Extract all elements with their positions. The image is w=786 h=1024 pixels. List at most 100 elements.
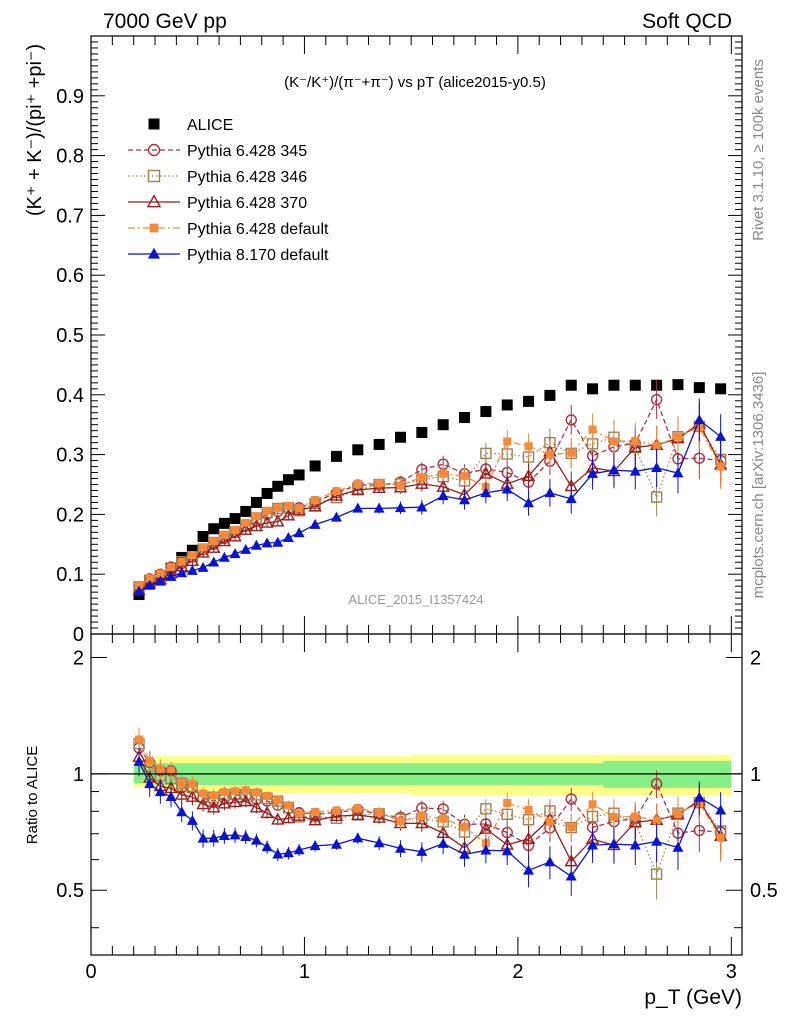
- data-point: [250, 496, 262, 508]
- legend-entry-0: ALICE: [148, 117, 233, 134]
- ratio-point: [587, 839, 599, 850]
- data-point: [271, 514, 285, 527]
- ratio-point: [565, 793, 577, 805]
- data-point: [672, 467, 684, 478]
- legend-label: Pythia 6.428 345: [187, 143, 307, 160]
- ratio-point: [609, 812, 618, 821]
- series-line: [138, 422, 722, 591]
- legend-label: Pythia 8.170 default: [187, 247, 329, 264]
- legend-marker: [147, 143, 161, 157]
- ratio-point: [715, 804, 727, 815]
- data-point: [231, 525, 240, 534]
- data-point: [394, 431, 406, 443]
- ratio-point: [218, 829, 230, 840]
- data-point: [218, 517, 230, 529]
- ratio-point: [373, 837, 385, 848]
- data-point: [351, 482, 365, 495]
- ratio-point: [460, 822, 469, 831]
- ratio-point: [135, 735, 144, 744]
- ratio-point: [544, 856, 556, 867]
- data-point: [217, 534, 232, 547]
- ratio-point: [693, 791, 705, 802]
- legend-label: ALICE: [187, 117, 233, 134]
- ratio-point: [167, 766, 176, 775]
- data-point: [209, 537, 218, 546]
- data-point: [375, 479, 384, 488]
- ratio-point: [133, 755, 145, 766]
- legend-marker: [147, 247, 161, 259]
- data-point: [282, 531, 294, 542]
- data-point: [437, 490, 449, 501]
- ratio-series-line: [138, 747, 721, 847]
- ratio-point: [186, 814, 198, 825]
- ratio-point: [273, 796, 282, 805]
- data-point: [133, 585, 145, 596]
- ratio-point: [220, 788, 229, 797]
- data-point: [480, 447, 492, 460]
- data-point: [176, 551, 188, 563]
- data-point: [716, 462, 725, 471]
- ratio-point: [332, 806, 341, 815]
- data-point: [165, 570, 177, 581]
- ratio-point: [353, 804, 362, 813]
- ratio-point: [177, 779, 186, 788]
- data-point: [545, 450, 554, 459]
- series-0: [133, 379, 727, 601]
- data-point: [565, 379, 577, 391]
- data-point: [417, 473, 426, 482]
- ratio-point: [229, 829, 241, 840]
- data-point: [241, 518, 250, 527]
- data-point: [293, 469, 305, 481]
- data-point: [629, 379, 641, 391]
- legend-entry-3: Pythia 6.428 370: [128, 194, 307, 212]
- data-point: [218, 551, 230, 562]
- ratio-point: [231, 787, 240, 796]
- ratio-point: [228, 795, 242, 808]
- data-point: [177, 557, 186, 566]
- data-point: [693, 452, 706, 464]
- ratio-point: [415, 816, 429, 829]
- ratio-point: [208, 832, 220, 843]
- ratio-point: [480, 803, 492, 815]
- y-tick-label: 0.4: [56, 385, 84, 407]
- data-point: [439, 469, 448, 478]
- ratio-point: [521, 831, 536, 844]
- y-tick-label: 0.8: [56, 146, 84, 168]
- ratio-point: [372, 810, 386, 823]
- ratio-point: [523, 864, 535, 875]
- legend-marker: [148, 118, 160, 130]
- legend-marker: [149, 223, 159, 233]
- x-axis-label: p_T (GeV): [644, 986, 742, 1009]
- data-point: [284, 502, 293, 511]
- data-point: [273, 503, 282, 512]
- legend-entry-2: Pythia 6.428 346: [128, 169, 307, 186]
- x-tick-label: 3: [726, 961, 737, 983]
- data-point: [608, 464, 620, 475]
- ratio-panel: [132, 727, 728, 900]
- ratio-point: [207, 800, 221, 813]
- ratio-point: [417, 812, 426, 821]
- ratio-point: [250, 834, 262, 845]
- data-point: [651, 462, 663, 473]
- data-point: [156, 569, 165, 578]
- data-point: [373, 502, 385, 513]
- series-3: [132, 402, 728, 596]
- ratio-y-tick-label-right: 0.5: [750, 880, 778, 902]
- ratio-point: [175, 787, 189, 800]
- mcplots-label: mcplots.cern.ch [arXiv:1306.3436]: [750, 372, 767, 599]
- x-tick-label: 1: [299, 961, 310, 983]
- ratio-point: [651, 835, 663, 846]
- ratio-point: [545, 817, 554, 826]
- ratio-point: [351, 807, 365, 820]
- ratio-point: [459, 848, 471, 859]
- ratio-point: [144, 778, 156, 789]
- data-point: [415, 476, 429, 489]
- ratio-point: [352, 832, 364, 843]
- data-point: [608, 379, 620, 391]
- data-point: [416, 501, 428, 512]
- series-line: [138, 426, 722, 587]
- ratio-point: [185, 789, 200, 802]
- ratio-point: [672, 841, 684, 852]
- ratio-point: [188, 779, 197, 788]
- data-point: [609, 437, 618, 446]
